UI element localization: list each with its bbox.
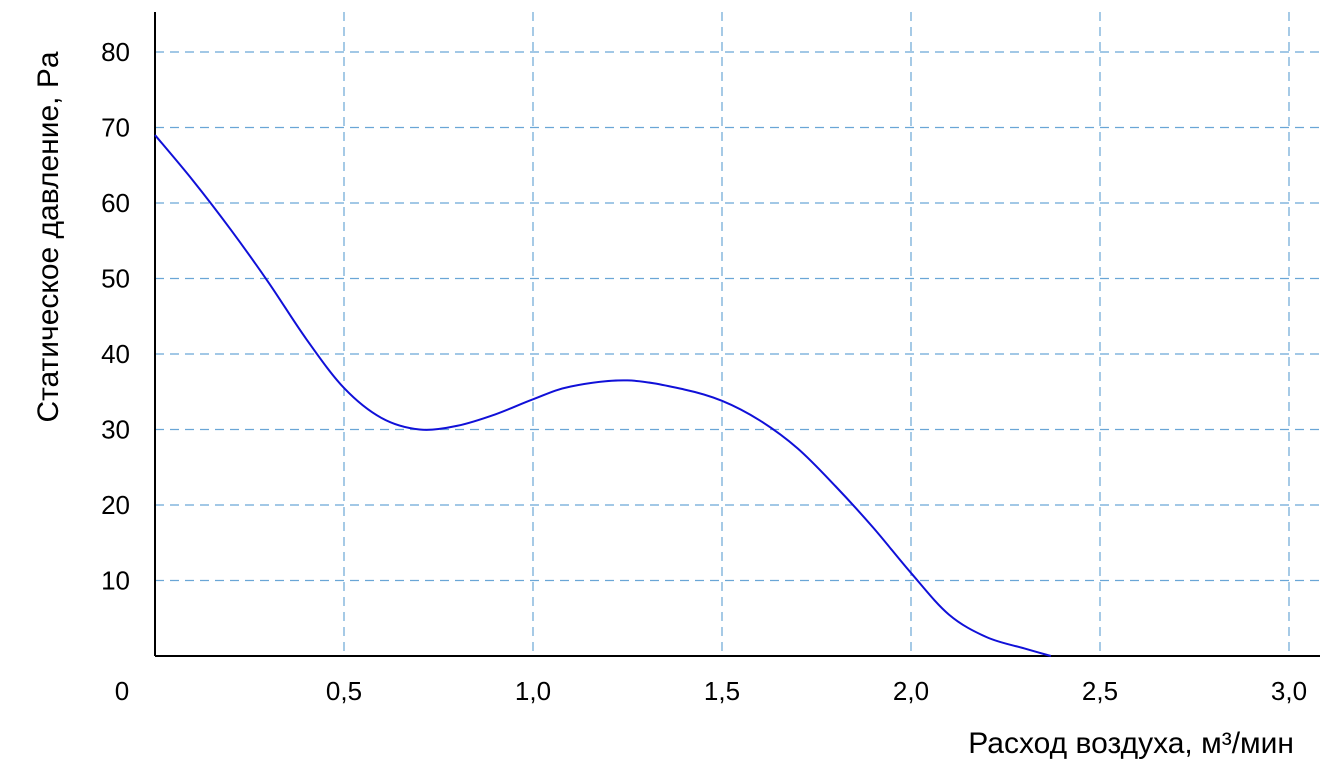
- x-tick-label-origin: 0: [115, 676, 129, 706]
- grid: [155, 12, 1320, 656]
- x-axis-title: Расход воздуха, м³/мин: [968, 727, 1294, 760]
- x-tick-label: 1,0: [515, 676, 551, 706]
- y-tick-label: 20: [101, 490, 130, 520]
- x-tick-label: 1,5: [704, 676, 740, 706]
- y-tick-label: 70: [101, 113, 130, 143]
- tick-labels: 0,5 1,0 1,5 2,0 2,5 3,0 0 10 20 30 40 50 60 70 80: [101, 37, 1307, 706]
- series: [154, 134, 1052, 657]
- x-tick-label: 3,0: [1271, 676, 1307, 706]
- series-line: [154, 134, 1052, 657]
- x-tick-label: 2,5: [1082, 676, 1118, 706]
- y-tick-label: 40: [101, 339, 130, 369]
- y-tick-label: 50: [101, 264, 130, 294]
- y-tick-label: 80: [101, 37, 130, 67]
- axes: [154, 12, 1320, 657]
- y-tick-label: 30: [101, 415, 130, 445]
- x-tick-label: 0,5: [326, 676, 362, 706]
- x-tick-label: 2,0: [893, 676, 929, 706]
- y-tick-label: 60: [101, 188, 130, 218]
- y-axis-title: Статическое давление, Pa: [32, 51, 65, 422]
- y-tick-label: 10: [101, 566, 130, 596]
